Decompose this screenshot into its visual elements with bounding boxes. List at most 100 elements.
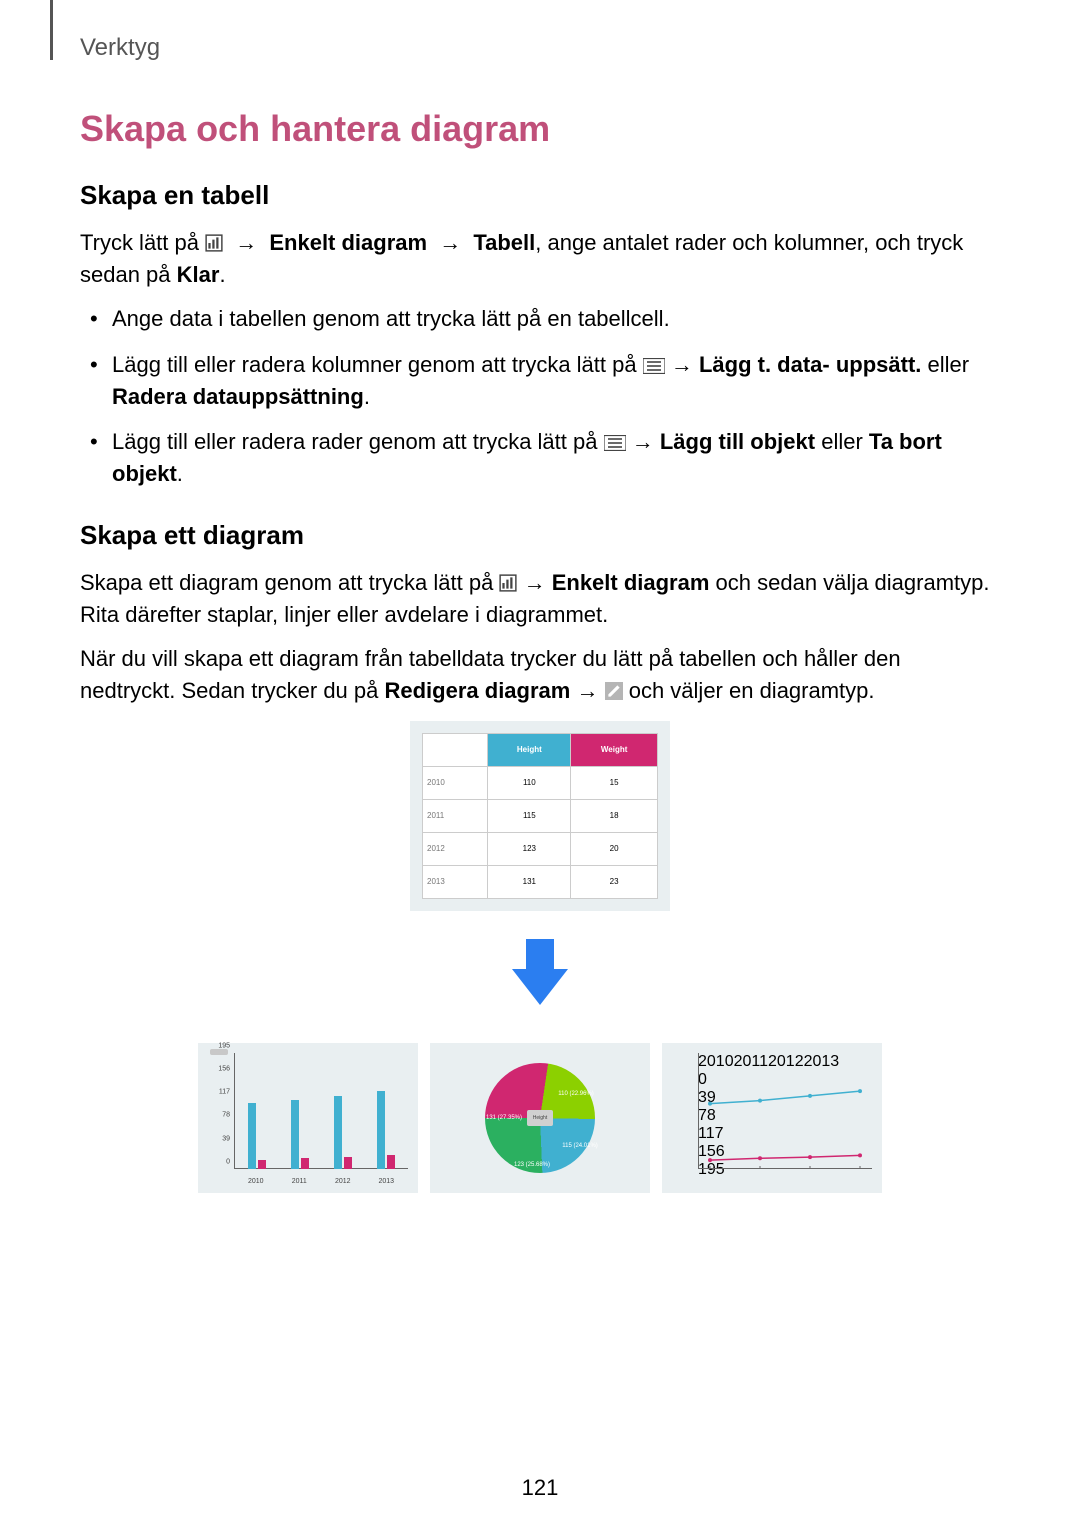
text-bold: Redigera diagram — [385, 678, 571, 703]
ytick-label: 0 — [206, 1158, 230, 1165]
paragraph-chart-1: Skapa ett diagram genom att trycka lätt … — [80, 567, 1000, 631]
bar-group — [326, 1053, 359, 1169]
line-chart-card: 2010201120122013 03978117156195 — [662, 1043, 882, 1193]
intro-paragraph-table: Tryck lätt på → Enkelt diagram → Tabell,… — [80, 227, 1000, 291]
pencil-icon — [605, 682, 623, 700]
chart-row: 2010201120122013 03978117156195 Height 1… — [80, 1043, 1000, 1193]
transform-arrow — [512, 939, 568, 1009]
section-heading-table: Skapa en tabell — [80, 180, 1000, 211]
table-cell: 110 — [488, 766, 571, 799]
bullet-list-table: Ange data i tabellen genom att trycka lä… — [80, 303, 1000, 490]
line-point — [708, 1101, 712, 1105]
table-corner — [423, 733, 488, 766]
xtick-label: 2010 — [234, 1178, 278, 1185]
bar — [258, 1160, 266, 1169]
bar — [377, 1091, 385, 1169]
line-point — [758, 1098, 762, 1102]
table-cell: 131 — [488, 865, 571, 898]
table-cell: 23 — [571, 865, 658, 898]
ytick-label: 78 — [206, 1112, 230, 1119]
arrow-icon: → — [229, 230, 263, 255]
pie-slice-label: 123 (25.68%) — [514, 1162, 550, 1168]
list-item: Ange data i tabellen genom att trycka lä… — [80, 303, 1000, 335]
table-row: 2012 123 20 — [423, 832, 658, 865]
line-point — [708, 1158, 712, 1162]
bar — [344, 1157, 352, 1169]
table-cell: 20 — [571, 832, 658, 865]
table-header-weight: Weight — [571, 733, 658, 766]
breadcrumb: Verktyg — [80, 34, 1000, 62]
page-number: 121 — [0, 1475, 1080, 1501]
table-row: 2013 131 23 — [423, 865, 658, 898]
legend-chip — [210, 1049, 228, 1055]
line-point — [858, 1089, 862, 1093]
chart-icon — [499, 574, 517, 592]
bar — [301, 1158, 309, 1169]
arrow-icon: → — [433, 230, 467, 255]
text: Lägg till eller radera rader genom att t… — [112, 429, 604, 454]
bar — [387, 1155, 395, 1169]
arrow-icon: → — [632, 429, 660, 454]
line-point — [808, 1094, 812, 1098]
ytick-label: 39 — [206, 1135, 230, 1142]
arrow-icon: → — [671, 352, 699, 377]
menu-icon — [604, 435, 626, 451]
pie-slice-label: 115 (24.01%) — [562, 1143, 598, 1149]
text: och väljer en diagramtyp. — [629, 678, 875, 703]
bar-group — [369, 1053, 402, 1169]
table-header-height: Height — [488, 733, 571, 766]
text: Lägg till eller radera kolumner genom at… — [112, 352, 643, 377]
bar — [334, 1096, 342, 1169]
table-row: 2011 115 18 — [423, 799, 658, 832]
text-bold: Klar — [177, 262, 220, 287]
paragraph-chart-2: När du vill skapa ett diagram från tabel… — [80, 643, 1000, 707]
example-table-card: Height Weight 2010 110 15 2011 115 18 20… — [410, 721, 670, 911]
text: eller — [928, 352, 970, 377]
text-bold: Radera datauppsättning — [112, 384, 364, 409]
arrow-icon: → — [576, 678, 604, 703]
xtick-label: 2011 — [278, 1178, 322, 1185]
list-item: Lägg till eller radera kolumner genom at… — [80, 349, 1000, 413]
ytick-label: 117 — [206, 1089, 230, 1096]
table-cell: 2012 — [423, 832, 488, 865]
list-item: Lägg till eller radera rader genom att t… — [80, 426, 1000, 490]
text-bold: Tabell — [473, 230, 535, 255]
pie-slice-label: 110 (22.96%) — [558, 1091, 594, 1097]
pie-chart: Height 131 (27.35%) 110 (22.96%) 115 (24.0… — [440, 1053, 640, 1183]
page-title: Skapa och hantera diagram — [80, 108, 1000, 150]
menu-icon — [643, 358, 665, 374]
bar-group — [240, 1053, 273, 1169]
table-cell: 15 — [571, 766, 658, 799]
bar-chart-card: 2010201120122013 03978117156195 — [198, 1043, 418, 1193]
table-row: Height Weight — [423, 733, 658, 766]
xtick-label: 2012 — [321, 1178, 365, 1185]
table-cell: 2013 — [423, 865, 488, 898]
table-cell: 2010 — [423, 766, 488, 799]
line-series — [710, 1155, 860, 1160]
text: Tryck lätt på — [80, 230, 205, 255]
text-bold: Enkelt diagram — [552, 570, 710, 595]
bar — [291, 1100, 299, 1168]
text: Skapa ett diagram genom att trycka lätt … — [80, 570, 499, 595]
arrow-icon: → — [524, 570, 552, 595]
text: eller — [821, 429, 869, 454]
xtick-label: 2013 — [365, 1178, 409, 1185]
pie-slice-label: 131 (27.35%) — [486, 1115, 522, 1121]
bar-group — [283, 1053, 316, 1169]
line-point — [808, 1155, 812, 1159]
line-point — [858, 1153, 862, 1157]
document-page: Verktyg Skapa och hantera diagram Skapa … — [0, 0, 1080, 1527]
chart-icon — [205, 234, 223, 252]
table-cell: 115 — [488, 799, 571, 832]
bar-chart-axis: 2010201120122013 03978117156195 — [234, 1053, 408, 1169]
text-bold: Lägg t. data- uppsätt. — [699, 352, 921, 377]
table-row: 2010 110 15 — [423, 766, 658, 799]
bar — [248, 1103, 256, 1168]
example-data-table: Height Weight 2010 110 15 2011 115 18 20… — [422, 733, 658, 899]
ytick-label: 156 — [206, 1066, 230, 1073]
line-series — [710, 1091, 860, 1103]
table-cell: 123 — [488, 832, 571, 865]
table-cell: 18 — [571, 799, 658, 832]
pie-center-label: Height — [527, 1110, 553, 1126]
table-cell: 2011 — [423, 799, 488, 832]
